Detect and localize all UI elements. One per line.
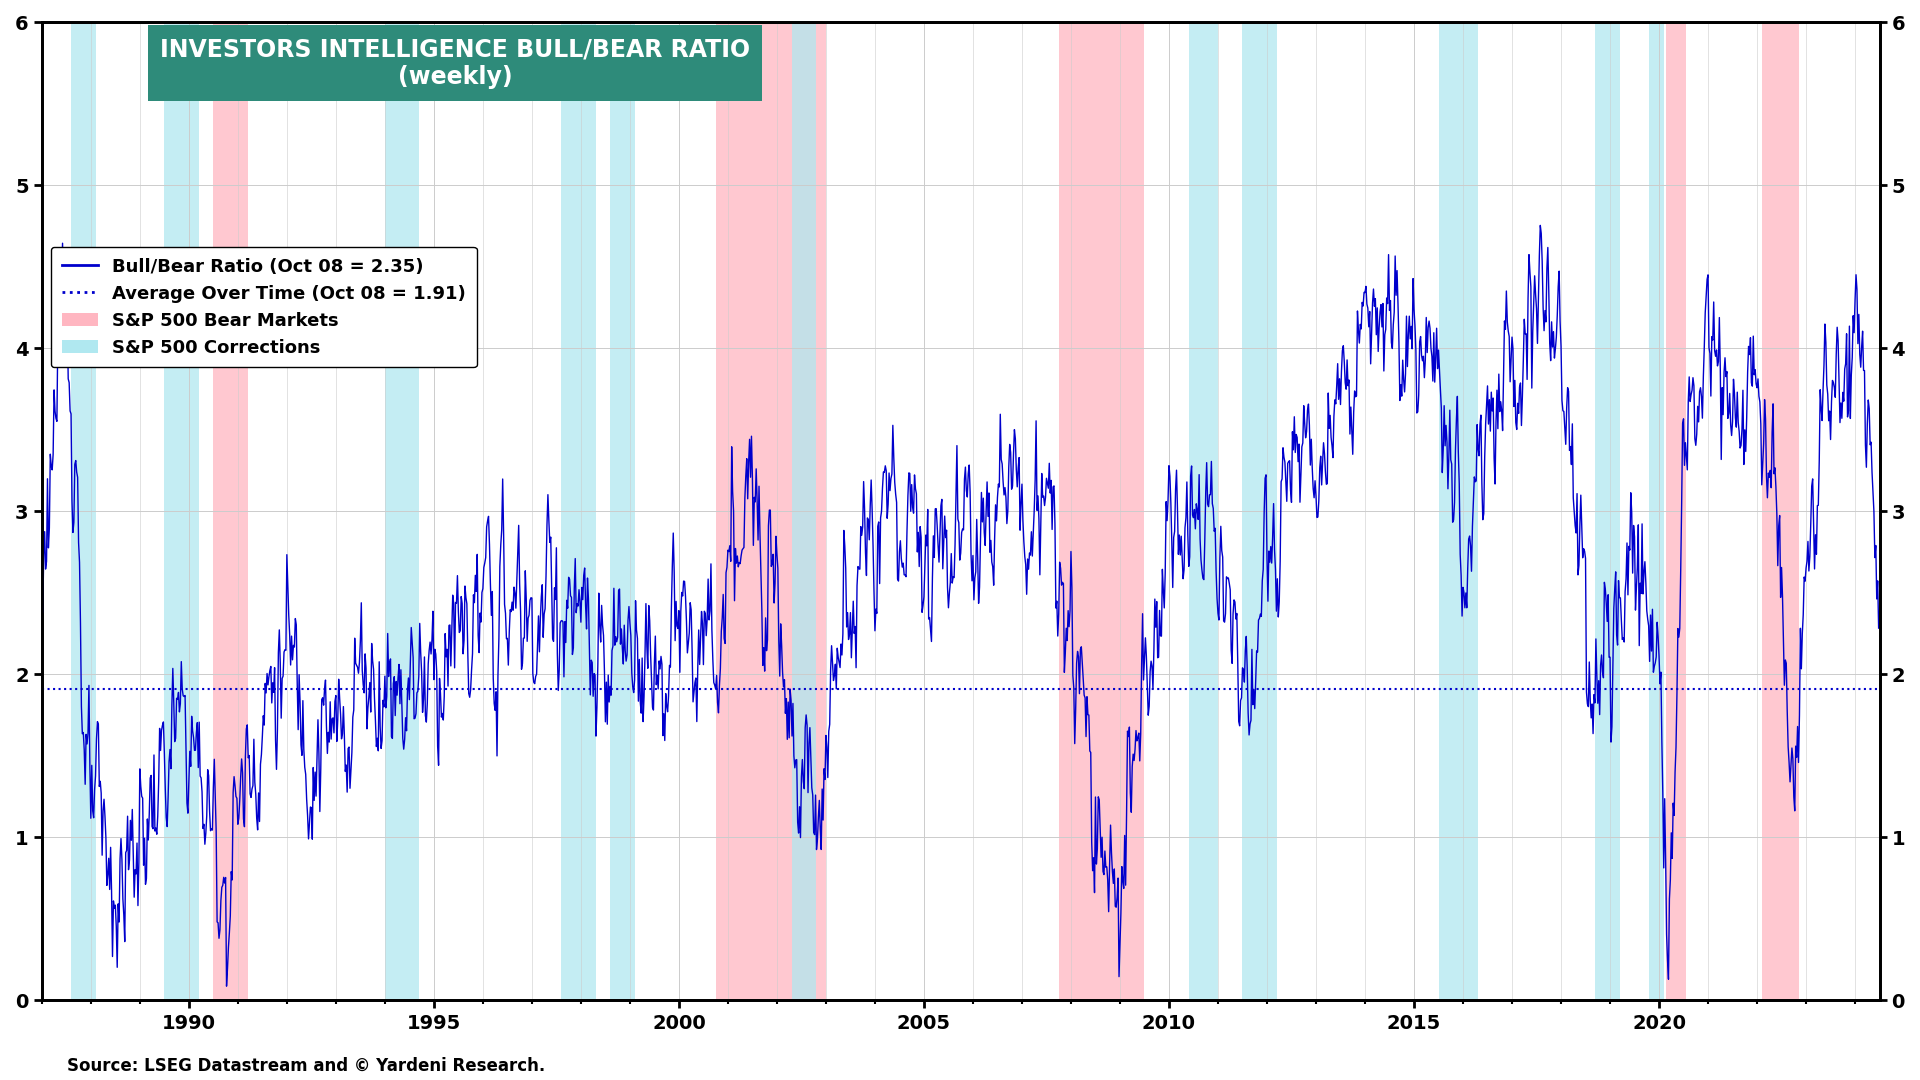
Bar xyxy=(384,23,419,1000)
Bar xyxy=(716,23,826,1000)
Bar xyxy=(791,23,816,1000)
Bar xyxy=(213,23,248,1000)
Bar xyxy=(165,23,198,1000)
Bar xyxy=(1188,23,1217,1000)
Bar xyxy=(1667,23,1686,1000)
Bar xyxy=(1649,23,1665,1000)
Bar xyxy=(1596,23,1620,1000)
Text: INVESTORS INTELLIGENCE BULL/BEAR RATIO
(weekly): INVESTORS INTELLIGENCE BULL/BEAR RATIO (… xyxy=(159,37,751,89)
Bar xyxy=(1242,23,1277,1000)
Bar xyxy=(71,23,96,1000)
Legend: Bull/Bear Ratio (Oct 08 = 2.35), Average Over Time (Oct 08 = 1.91), S&P 500 Bear: Bull/Bear Ratio (Oct 08 = 2.35), Average… xyxy=(50,246,476,367)
Bar xyxy=(611,23,636,1000)
Text: Source: LSEG Datastream and © Yardeni Research.: Source: LSEG Datastream and © Yardeni Re… xyxy=(67,1056,545,1075)
Bar xyxy=(1438,23,1478,1000)
Bar xyxy=(561,23,595,1000)
Bar xyxy=(1058,23,1144,1000)
Bar xyxy=(1763,23,1799,1000)
